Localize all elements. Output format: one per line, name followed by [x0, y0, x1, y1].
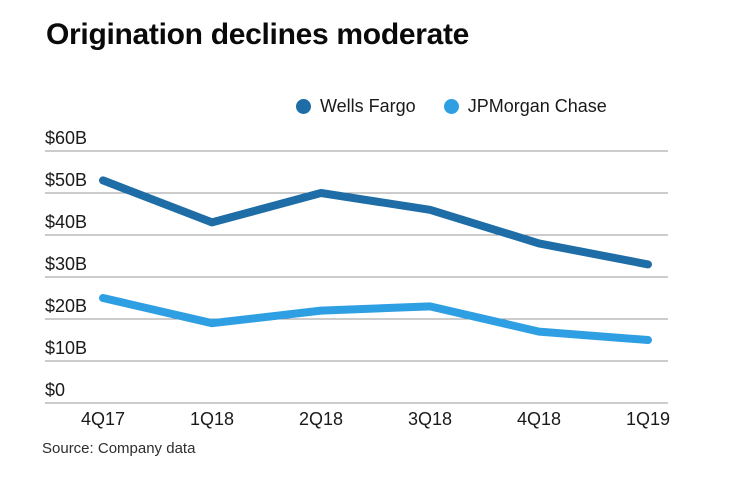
source-note: Source: Company data — [42, 440, 196, 457]
legend-item-jpmorgan-chase: JPMorgan Chase — [443, 95, 607, 117]
jpmorgan-chase-dot-icon — [443, 98, 459, 114]
jpmorgan-chase-line — [99, 294, 652, 344]
wells-fargo-dot-icon — [296, 98, 311, 114]
legend-label: Wells Fargo — [320, 95, 416, 116]
legend: Wells Fargo JPMorgan Chase — [296, 94, 607, 118]
y-tick-label: $40B — [45, 212, 88, 232]
x-tick-label: 4Q18 — [516, 409, 562, 429]
legend-label: JPMorgan Chase — [467, 95, 607, 116]
x-tick-label: 4Q17 — [80, 409, 126, 429]
wells-fargo-line — [99, 176, 652, 269]
y-tick-label: $60B — [45, 128, 88, 148]
legend-item-wells-fargo: Wells Fargo — [296, 96, 416, 117]
y-tick-label: $20B — [45, 296, 88, 316]
x-tick-label: 2Q18 — [298, 409, 344, 429]
y-tick-label: $50B — [45, 170, 88, 190]
x-tick-label: 3Q18 — [407, 409, 453, 429]
chart-title: Origination declines moderate — [46, 18, 470, 51]
y-tick-label: $30B — [45, 254, 88, 274]
x-tick-label: 1Q19 — [625, 409, 671, 429]
x-tick-label: 1Q18 — [189, 409, 235, 429]
y-tick-label: $10B — [45, 338, 88, 358]
y-tick-label: $0 — [45, 380, 66, 400]
